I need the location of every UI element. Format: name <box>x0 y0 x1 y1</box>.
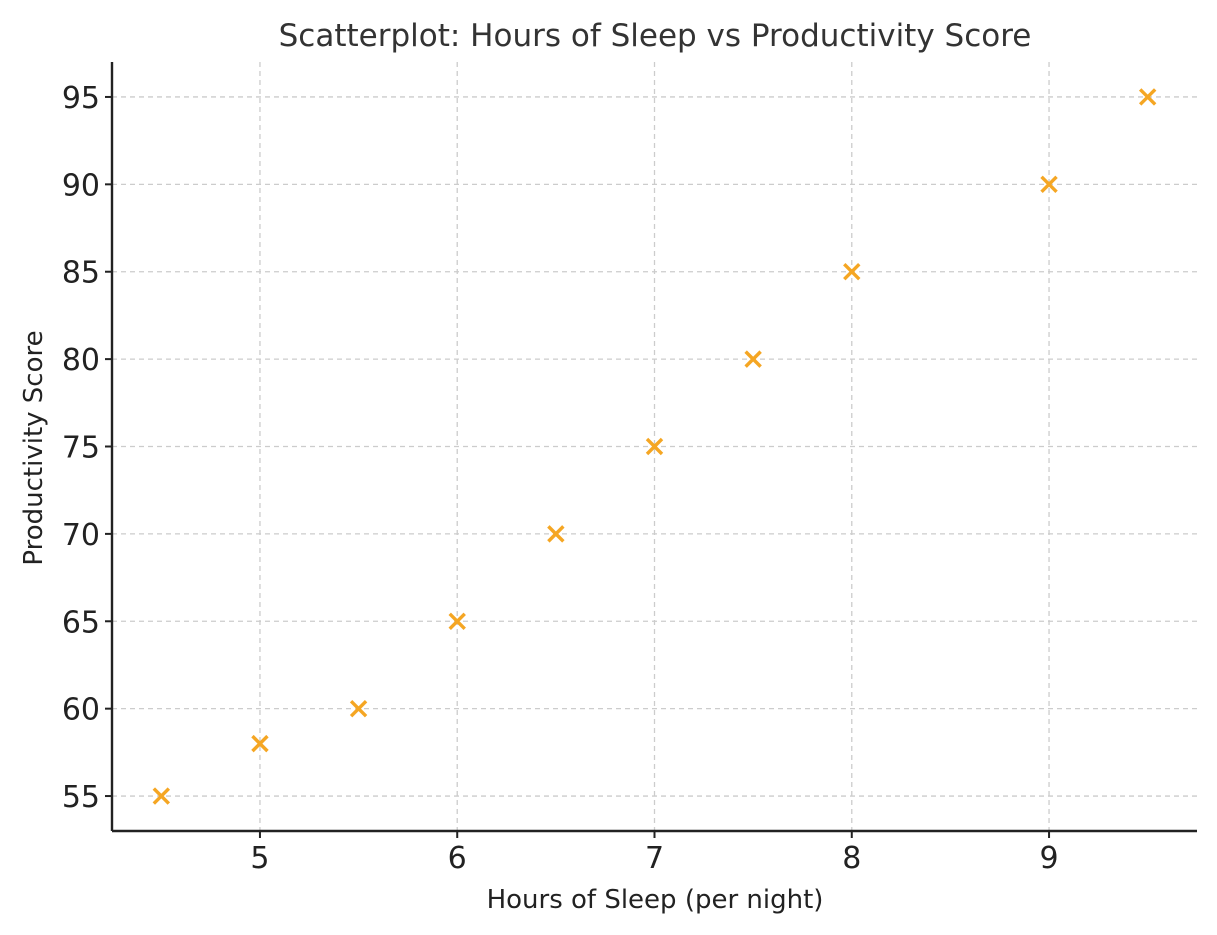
y-axis-ticks: 55 60 65 70 75 80 85 90 95 <box>62 81 112 815</box>
x-tick-label: 5 <box>250 841 269 876</box>
data-point-stroke <box>152 787 171 805</box>
y-tick-label: 85 <box>62 256 100 291</box>
data-point <box>152 787 171 805</box>
y-tick-label: 60 <box>62 693 100 728</box>
y-tick-label: 80 <box>62 343 100 378</box>
data-point-stroke <box>1138 88 1157 106</box>
data-point <box>1138 88 1157 106</box>
data-point-stroke <box>645 437 664 456</box>
data-point <box>1040 175 1058 194</box>
x-axis-label: Hours of Sleep (per night) <box>487 885 824 915</box>
chart-title: Scatterplot: Hours of Sleep vs Productiv… <box>279 18 1032 54</box>
data-point <box>744 350 762 368</box>
data-point <box>645 437 664 456</box>
data-point-stroke <box>547 525 565 543</box>
y-tick-label: 95 <box>62 81 100 116</box>
data-points <box>152 88 1157 805</box>
y-tick-label: 70 <box>62 518 100 553</box>
data-point-stroke <box>1040 175 1058 194</box>
x-tick-label: 8 <box>842 841 861 876</box>
x-tick-label: 6 <box>448 841 467 876</box>
x-axis-ticks: 5 6 7 8 9 <box>250 831 1059 876</box>
y-tick-label: 75 <box>62 431 100 466</box>
data-point-stroke <box>349 699 368 718</box>
data-point-stroke <box>448 612 466 630</box>
data-point <box>547 525 565 543</box>
data-point <box>251 734 269 753</box>
x-tick-label: 9 <box>1039 841 1058 876</box>
y-tick-label: 55 <box>62 780 100 815</box>
y-tick-label: 90 <box>62 168 100 203</box>
data-point <box>448 612 466 630</box>
data-point-stroke <box>843 263 861 281</box>
y-axis-label: Productivity Score <box>19 330 49 565</box>
y-tick-label: 65 <box>62 605 100 640</box>
grid <box>112 62 1197 831</box>
x-tick-label: 7 <box>645 841 664 876</box>
data-point <box>349 699 368 718</box>
data-point <box>843 263 861 281</box>
data-point-stroke <box>251 734 269 753</box>
data-point-stroke <box>744 350 762 368</box>
